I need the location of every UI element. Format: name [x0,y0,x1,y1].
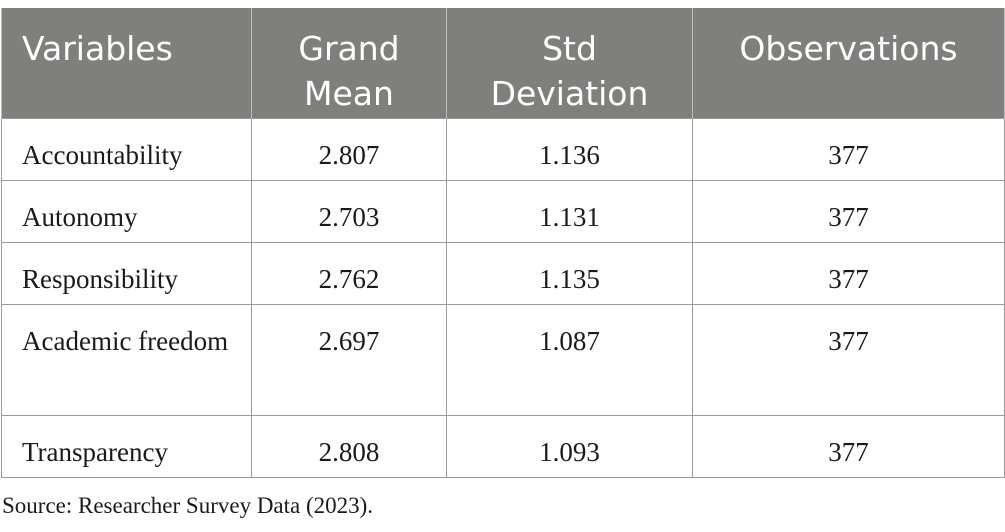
cell-std-deviation: 1.136 [446,117,693,181]
header-variables: Variables [1,8,252,118]
cell-std-deviation: 1.087 [446,303,693,416]
cell-std-deviation: 1.093 [446,414,693,478]
cell-std-deviation: 1.131 [446,179,693,243]
cell-grand-mean: 2.762 [251,241,447,305]
source-note: Source: Researcher Survey Data (2023). [2,493,374,518]
cell-variable: Accountability [1,117,252,181]
header-grand-mean: Grand Mean [251,8,447,118]
table-row: Accountability 2.807 1.136 377 [1,117,1005,181]
cell-variable: Autonomy [1,179,252,243]
cell-observations: 377 [692,303,1005,416]
table-row: Academic freedom 2.697 1.087 377 [1,303,1005,416]
cell-grand-mean: 2.697 [251,303,447,416]
cell-observations: 377 [692,414,1005,478]
table-row: Autonomy 2.703 1.131 377 [1,179,1005,243]
cell-grand-mean: 2.703 [251,179,447,243]
summary-statistics-table: Variables Grand Mean Std Deviation Obser… [1,8,1005,478]
table-header: Variables Grand Mean Std Deviation Obser… [1,8,1005,118]
table-row: Transparency 2.808 1.093 377 [1,414,1005,478]
header-observations: Observations [692,8,1005,118]
header-std-deviation: Std Deviation [446,8,693,118]
cell-std-deviation: 1.135 [446,241,693,305]
cell-grand-mean: 2.808 [251,414,447,478]
cell-observations: 377 [692,241,1005,305]
cell-observations: 377 [692,179,1005,243]
cell-observations: 377 [692,117,1005,181]
cell-variable: Responsibility [1,241,252,305]
cell-grand-mean: 2.807 [251,117,447,181]
cell-variable: Academic freedom [1,303,252,416]
cell-variable: Transparency [1,414,252,478]
table-row: Responsibility 2.762 1.135 377 [1,241,1005,305]
table-container: Variables Grand Mean Std Deviation Obser… [0,8,1005,478]
header-row: Variables Grand Mean Std Deviation Obser… [1,8,1005,118]
table-body: Accountability 2.807 1.136 377 Autonomy … [1,117,1005,478]
